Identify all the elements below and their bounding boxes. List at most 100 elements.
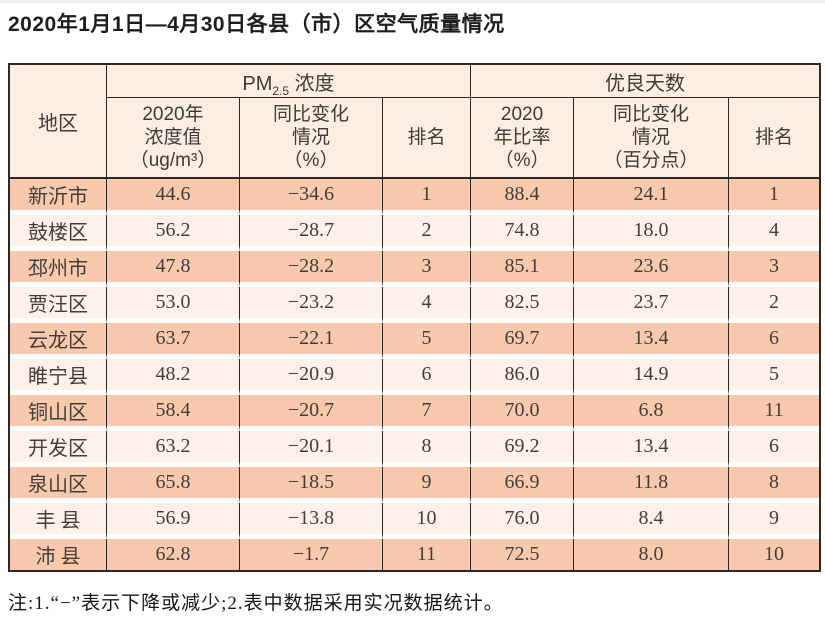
pm-change-cell: −28.2 bbox=[240, 251, 383, 287]
good-change-cell: 23.6 bbox=[574, 251, 730, 287]
table-row: 铜山区 58.4 −20.7 7 70.0 6.8 11 bbox=[10, 395, 820, 431]
pm-rank-cell: 3 bbox=[383, 251, 472, 287]
region-cell: 新沂市 bbox=[10, 179, 107, 215]
table-row: 贾汪区 53.0 −23.2 4 82.5 23.7 2 bbox=[10, 287, 820, 323]
table-row: 泉山区 65.8 −18.5 9 66.9 11.8 8 bbox=[10, 467, 820, 503]
good-change-cell: 8.4 bbox=[574, 503, 730, 539]
table-row: 开发区 63.2 −20.1 8 69.2 13.4 6 bbox=[10, 431, 820, 467]
pm-rank-cell: 7 bbox=[383, 395, 472, 431]
pm-change-cell: −20.9 bbox=[240, 359, 383, 395]
good-rank-cell: 1 bbox=[729, 179, 820, 215]
table-row: 丰 县 56.9 −13.8 10 76.0 8.4 9 bbox=[10, 503, 820, 539]
top-divider bbox=[0, 0, 825, 3]
pm-value-cell: 62.8 bbox=[107, 539, 240, 570]
good-rank-cell: 3 bbox=[729, 251, 820, 287]
good-change-cell: 14.9 bbox=[574, 359, 730, 395]
pm-change-cell: −13.8 bbox=[240, 503, 383, 539]
pm-value-cell: 65.8 bbox=[107, 467, 240, 503]
table-row: 邳州市 47.8 −28.2 3 85.1 23.6 3 bbox=[10, 251, 820, 287]
good-rank-cell: 2 bbox=[729, 287, 820, 323]
good-change-cell: 8.0 bbox=[574, 539, 730, 570]
region-cell: 沛 县 bbox=[10, 539, 107, 570]
region-cell: 鼓楼区 bbox=[10, 215, 107, 251]
good-rank-cell: 6 bbox=[729, 323, 820, 359]
table-row: 新沂市 44.6 −34.6 1 88.4 24.1 1 bbox=[10, 179, 820, 215]
pm-rank-cell: 6 bbox=[383, 359, 472, 395]
pm-rank-cell: 5 bbox=[383, 323, 472, 359]
good-ratio-cell: 85.1 bbox=[471, 251, 575, 287]
region-cell: 开发区 bbox=[10, 431, 107, 467]
table-row: 云龙区 63.7 −22.1 5 69.7 13.4 6 bbox=[10, 323, 820, 359]
pm25-prefix: PM bbox=[242, 72, 273, 95]
pm-value-cell: 44.6 bbox=[107, 179, 240, 215]
pm-change-cell: −23.2 bbox=[240, 287, 383, 323]
good-rank-cell: 10 bbox=[729, 539, 820, 570]
good-change-cell: 23.7 bbox=[574, 287, 730, 323]
pm-change-cell: −18.5 bbox=[240, 467, 383, 503]
good-change-cell: 11.8 bbox=[574, 467, 730, 503]
region-cell: 贾汪区 bbox=[10, 287, 107, 323]
good-rank-cell: 6 bbox=[729, 431, 820, 467]
table-row: 沛 县 62.8 −1.7 11 72.5 8.0 10 bbox=[10, 539, 820, 570]
col-header-pm-value: 2020年 浓度值 （ug/m³） bbox=[107, 98, 240, 179]
good-change-cell: 13.4 bbox=[574, 431, 730, 467]
good-rank-cell: 9 bbox=[729, 503, 820, 539]
good-ratio-cell: 69.7 bbox=[471, 323, 575, 359]
pm-rank-cell: 8 bbox=[383, 431, 472, 467]
region-cell: 邳州市 bbox=[10, 251, 107, 287]
good-rank-cell: 8 bbox=[729, 467, 820, 503]
good-rank-cell: 11 bbox=[729, 395, 820, 431]
good-ratio-cell: 74.8 bbox=[471, 215, 575, 251]
pm-rank-cell: 1 bbox=[383, 179, 472, 215]
pm-value-cell: 63.7 bbox=[107, 323, 240, 359]
page-title: 2020年1月1日—4月30日各县（市）区空气质量情况 bbox=[8, 13, 505, 36]
pm-change-cell: −20.7 bbox=[240, 395, 383, 431]
pm25-subscript: 2.5 bbox=[272, 83, 290, 98]
good-change-cell: 6.8 bbox=[574, 395, 730, 431]
col-header-good-change: 同比变化 情况 （百分点） bbox=[574, 98, 730, 179]
good-rank-cell: 5 bbox=[729, 359, 820, 395]
good-rank-cell: 4 bbox=[729, 215, 820, 251]
col-group-good-days: 优良天数 bbox=[471, 65, 820, 98]
good-change-cell: 13.4 bbox=[574, 323, 730, 359]
region-cell: 云龙区 bbox=[10, 323, 107, 359]
pm-value-cell: 53.0 bbox=[107, 287, 240, 323]
good-ratio-cell: 69.2 bbox=[471, 431, 575, 467]
header-group-row: 地区 PM2.5 浓度 优良天数 bbox=[10, 65, 820, 179]
good-ratio-cell: 88.4 bbox=[471, 179, 575, 215]
pm25-suffix: 浓度 bbox=[289, 72, 335, 95]
pm-change-cell: −20.1 bbox=[240, 431, 383, 467]
pm-change-cell: −1.7 bbox=[240, 539, 383, 570]
good-change-cell: 24.1 bbox=[574, 179, 730, 215]
table-row: 鼓楼区 56.2 −28.7 2 74.8 18.0 4 bbox=[10, 215, 820, 251]
good-ratio-cell: 72.5 bbox=[471, 539, 575, 570]
good-ratio-cell: 76.0 bbox=[471, 503, 575, 539]
region-cell: 泉山区 bbox=[10, 467, 107, 503]
pm-value-cell: 56.2 bbox=[107, 215, 240, 251]
footnote: 注:1.“−”表示下降或减少;2.表中数据采用实况数据统计。 bbox=[8, 593, 504, 614]
pm-value-cell: 58.4 bbox=[107, 395, 240, 431]
pm-value-cell: 56.9 bbox=[107, 503, 240, 539]
region-cell: 睢宁县 bbox=[10, 359, 107, 395]
col-header-good-ratio: 2020 年比率 （%） bbox=[471, 98, 575, 179]
col-header-region: 地区 bbox=[10, 65, 107, 179]
pm-rank-cell: 4 bbox=[383, 287, 472, 323]
good-change-cell: 18.0 bbox=[574, 215, 730, 251]
pm-rank-cell: 9 bbox=[383, 467, 472, 503]
table-row: 睢宁县 48.2 −20.9 6 86.0 14.9 5 bbox=[10, 359, 820, 395]
pm-value-cell: 47.8 bbox=[107, 251, 240, 287]
good-ratio-cell: 66.9 bbox=[471, 467, 575, 503]
pm-change-cell: −22.1 bbox=[240, 323, 383, 359]
region-cell: 铜山区 bbox=[10, 395, 107, 431]
pm-change-cell: −28.7 bbox=[240, 215, 383, 251]
good-ratio-cell: 82.5 bbox=[471, 287, 575, 323]
col-header-pm-change: 同比变化 情况 （%） bbox=[240, 98, 383, 179]
pm-value-cell: 48.2 bbox=[107, 359, 240, 395]
col-header-pm-rank: 排名 bbox=[383, 98, 472, 179]
region-cell: 丰 县 bbox=[10, 503, 107, 539]
col-header-good-rank: 排名 bbox=[729, 98, 820, 179]
pm-rank-cell: 10 bbox=[383, 503, 472, 539]
pm-value-cell: 63.2 bbox=[107, 431, 240, 467]
good-ratio-cell: 86.0 bbox=[471, 359, 575, 395]
pm-change-cell: −34.6 bbox=[240, 179, 383, 215]
